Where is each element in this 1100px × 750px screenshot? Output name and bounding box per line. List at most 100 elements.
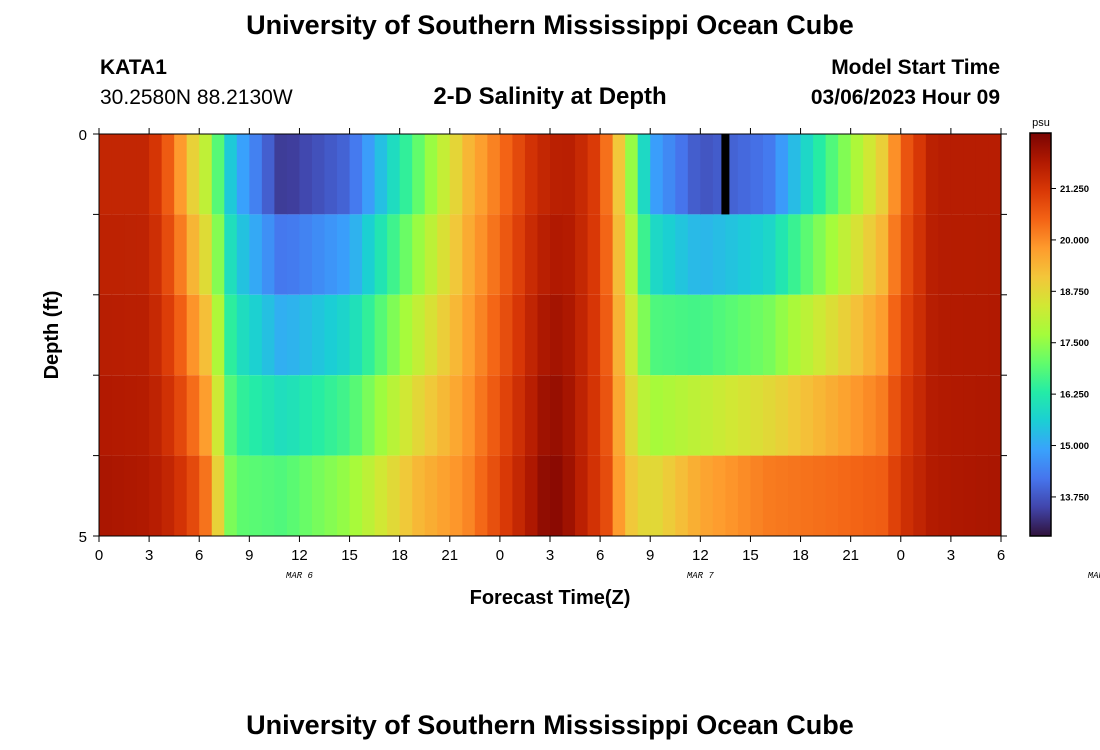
heatmap-cell [424,214,438,295]
heatmap-cell [374,455,388,536]
heatmap-cell [913,375,927,456]
heatmap-cell [249,214,263,295]
station-coordinates: 30.2580N 88.2130W [100,86,293,109]
heatmap-cell [136,134,150,215]
heatmap-cell [825,214,839,295]
heatmap-cell [211,375,225,456]
heatmap-cell [149,294,163,376]
heatmap-cell [888,134,902,215]
heatmap-cell [900,214,914,295]
heatmap-cell [499,375,514,456]
heatmap-cell [261,294,275,376]
heatmap-cell [925,375,939,456]
x-day-label: MAR 6 [286,571,314,581]
heatmap-cell [687,294,701,376]
heatmap-cell [675,455,689,536]
heatmap-cell [186,455,200,536]
heatmap-cell [274,375,288,456]
heatmap-cell [750,134,764,215]
colorbar-unit: psu [1032,117,1050,129]
heatmap-cell [687,214,701,295]
heatmap-cell [988,375,1002,456]
heatmap-cell [775,455,789,536]
footer-title: University of Southern Mississippi Ocean… [246,710,854,740]
heatmap-cell [925,294,939,376]
heatmap-cell [399,375,413,456]
heatmap-cell [111,375,125,456]
heatmap-cell [737,214,752,295]
heatmap-cell [174,134,188,215]
heatmap-cell [750,455,764,536]
heatmap-cell [963,294,977,376]
heatmap-cell [462,214,476,295]
heatmap-cell [236,375,250,456]
x-tick-label: 9 [646,547,654,564]
x-tick-label: 3 [546,547,554,564]
heatmap-cell [362,214,376,295]
heatmap-cell [124,455,138,536]
heatmap-cell [311,134,326,215]
heatmap-cell [474,375,488,456]
heatmap-cell [863,455,877,536]
heatmap-cell [324,375,338,456]
heatmap-cell [99,214,113,295]
heatmap-cell [662,134,676,215]
heatmap-cell [612,455,626,536]
heatmap-cell [524,134,539,215]
heatmap-cell [575,214,589,295]
heatmap-cell [249,294,263,376]
heatmap-cell [963,375,977,456]
heatmap-cell [575,134,589,215]
heatmap-cell [324,214,338,295]
heatmap-cell [474,455,488,536]
heatmap-cell [412,455,426,536]
heatmap-cell [274,455,288,536]
heatmap-cell [637,214,651,295]
x-tick-label: 3 [145,547,153,564]
heatmap-cell [575,375,589,456]
heatmap-cell [186,294,200,376]
x-tick-label: 21 [441,547,458,564]
heatmap-cell [712,375,726,456]
heatmap-cell [387,214,401,295]
heatmap-cell [399,294,413,376]
heatmap-cell [662,455,676,536]
heatmap-cell [274,134,288,215]
heatmap-cell [838,134,852,215]
heatmap-cell [725,294,739,376]
heatmap-cell [950,214,965,295]
heatmap-cell [650,375,664,456]
heatmap-cell [374,214,388,295]
heatmap-cell [888,214,902,295]
x-tick-label: 12 [291,547,308,564]
heatmap-cell [700,375,714,456]
y-axis-title: Depth (ft) [41,291,63,380]
heatmap-cell [424,375,438,456]
heatmap-cell [111,455,125,536]
heatmap-cell [199,214,213,295]
heatmap-cell [374,134,388,215]
heatmap-cell [600,455,614,536]
heatmap-cell [449,294,463,376]
heatmap-cell [850,375,864,456]
heatmap-cell [537,294,551,376]
heatmap-cell [963,134,977,215]
heatmap-cell [900,375,914,456]
heatmap-cell [975,294,990,376]
heatmap-cell [224,294,238,376]
heatmap-cell [449,134,463,215]
heatmap-cell [337,214,351,295]
heatmap-cell [838,214,852,295]
x-tick-label: 9 [245,547,253,564]
heatmap-cell [111,134,125,215]
heatmap-cell [825,375,839,456]
heatmap-cell [99,134,113,215]
heatmap-cell [600,375,614,456]
heatmap-cell [236,214,250,295]
heatmap-cell [950,455,965,536]
heatmap-cell [424,294,438,376]
heatmap-cell [687,455,701,536]
heatmap-cell [725,375,739,456]
x-tick-label: 18 [792,547,809,564]
heatmap-cell [775,375,789,456]
